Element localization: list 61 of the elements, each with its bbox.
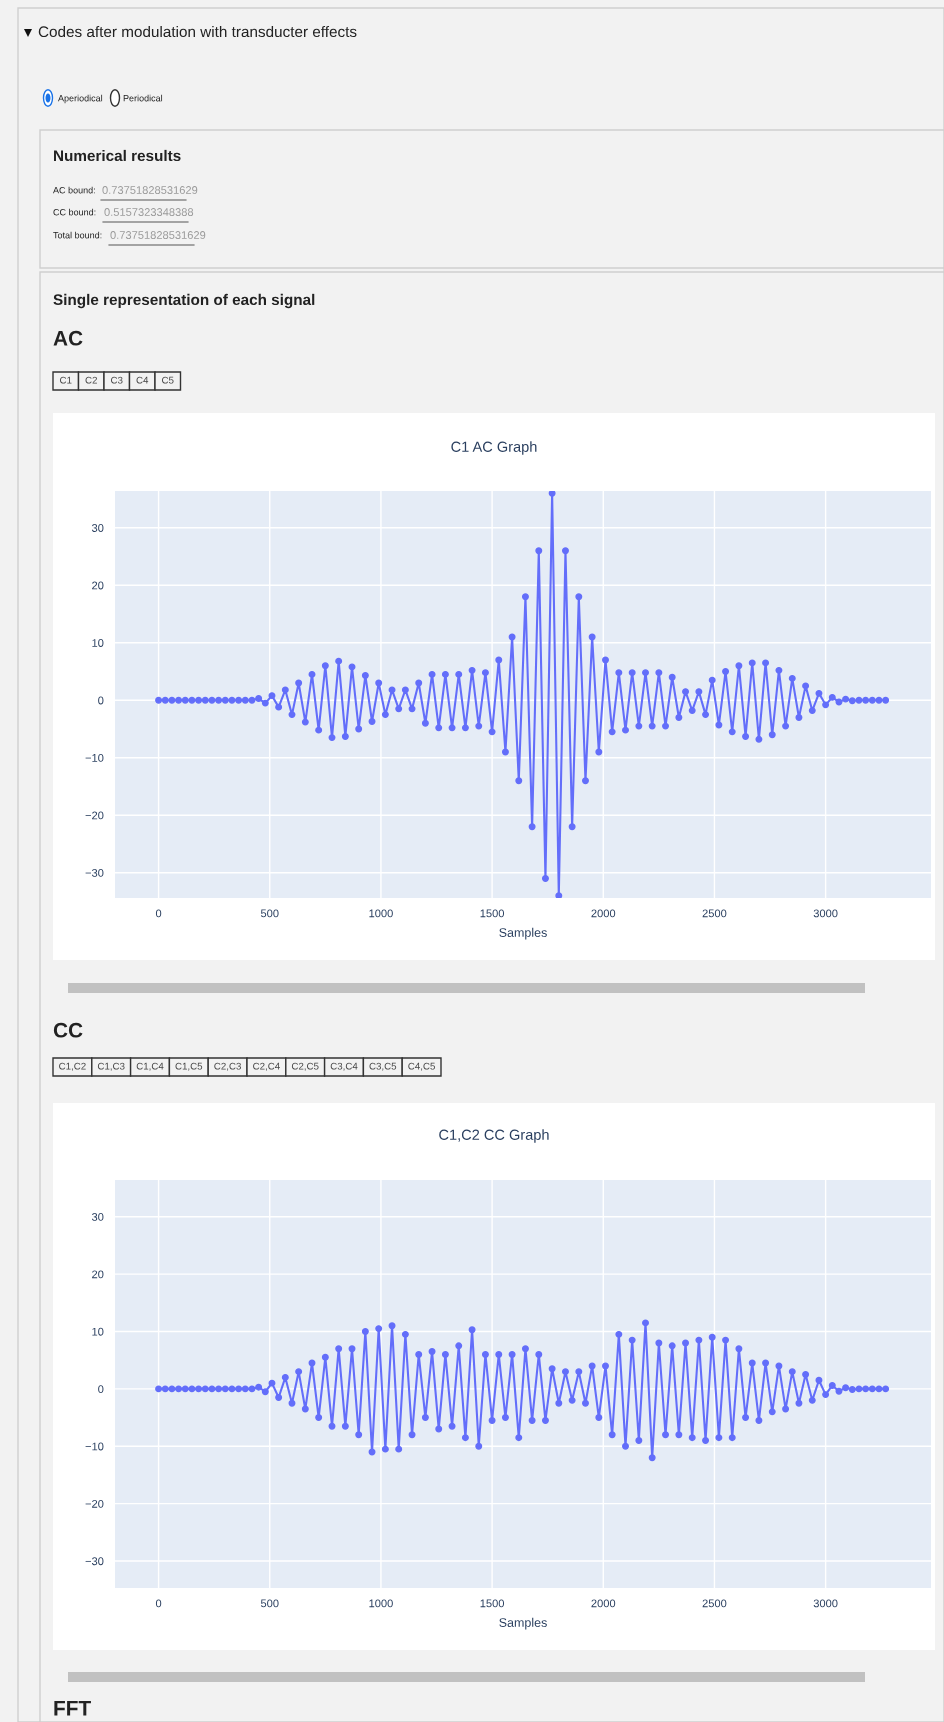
x-tick-label: 3000 [813, 909, 838, 918]
y-tick-label: 20 [92, 1270, 104, 1279]
text: C2,C3 [214, 1062, 241, 1071]
x-tick-label: 3000 [813, 1599, 838, 1608]
chart-title: C1 AC Graph [451, 441, 537, 455]
chart-title: C1,C2 CC Graph [439, 1129, 549, 1143]
y-tick-label: 10 [92, 1327, 104, 1336]
x-tick-label: 1000 [369, 909, 393, 918]
text: C1 [60, 376, 72, 384]
text: C1,C3 [97, 1062, 125, 1071]
text: C2,C4 [253, 1062, 280, 1071]
x-tick-label: 1500 [480, 909, 505, 918]
text: Numerical results [54, 149, 181, 162]
y-tick-label: −20 [85, 1499, 104, 1508]
y-tick-label: 30 [91, 1212, 104, 1221]
y-tick-label: 20 [92, 581, 104, 590]
text: C3,C5 [369, 1062, 397, 1071]
x-axis-title: Samples [499, 1617, 547, 1630]
y-tick-label: −30 [85, 1557, 104, 1566]
text: Codes after modulation with transducter effects [38, 25, 357, 38]
text: CC bound: [53, 208, 96, 216]
text: FFT [54, 1701, 91, 1716]
text: 0.5157323348388 [104, 208, 194, 216]
text: C4,C5 [408, 1062, 435, 1071]
text: AC bound: [53, 186, 95, 194]
text: CC [53, 1022, 83, 1038]
text: C4 [136, 376, 149, 384]
y-tick-label: 0 [98, 1385, 104, 1394]
text: C2,C5 [291, 1062, 319, 1071]
text: C5 [162, 376, 174, 384]
x-tick-label: 500 [260, 1599, 279, 1608]
x-tick-label: 2000 [591, 1599, 616, 1608]
x-tick-label: 2500 [702, 1599, 727, 1608]
text: C1,C5 [175, 1062, 203, 1071]
x-axis-title: Samples [499, 927, 547, 940]
x-tick-label: 0 [155, 909, 162, 918]
y-tick-label: −30 [85, 868, 104, 877]
x-tick-label: 0 [155, 1599, 162, 1608]
y-tick-label: 30 [91, 524, 104, 532]
x-tick-label: 2500 [702, 909, 727, 918]
text: Single representation of each signal [53, 293, 315, 309]
text: 0.73751828531629 [102, 186, 198, 194]
y-tick-label: 0 [98, 696, 104, 705]
y-tick-label: 10 [92, 639, 104, 647]
y-tick-label: −10 [85, 754, 104, 762]
y-tick-label: −20 [85, 811, 104, 820]
text: AC [53, 330, 83, 346]
x-tick-label: 1000 [369, 1599, 393, 1608]
text: C2 [85, 376, 97, 384]
x-tick-label: 2000 [591, 909, 616, 918]
text: C3 [111, 376, 123, 384]
text: C1,C2 [59, 1062, 86, 1071]
text: Periodical [123, 94, 163, 102]
x-tick-label: 500 [260, 909, 279, 918]
x-tick-label: 1500 [480, 1599, 505, 1608]
text: Total bound: [53, 231, 102, 239]
text: Aperiodical [58, 94, 103, 104]
y-tick-label: −10 [85, 1442, 104, 1451]
text: C3,C4 [330, 1062, 358, 1071]
text: 0.73751828531629 [110, 231, 206, 239]
text: C1,C4 [136, 1062, 164, 1071]
